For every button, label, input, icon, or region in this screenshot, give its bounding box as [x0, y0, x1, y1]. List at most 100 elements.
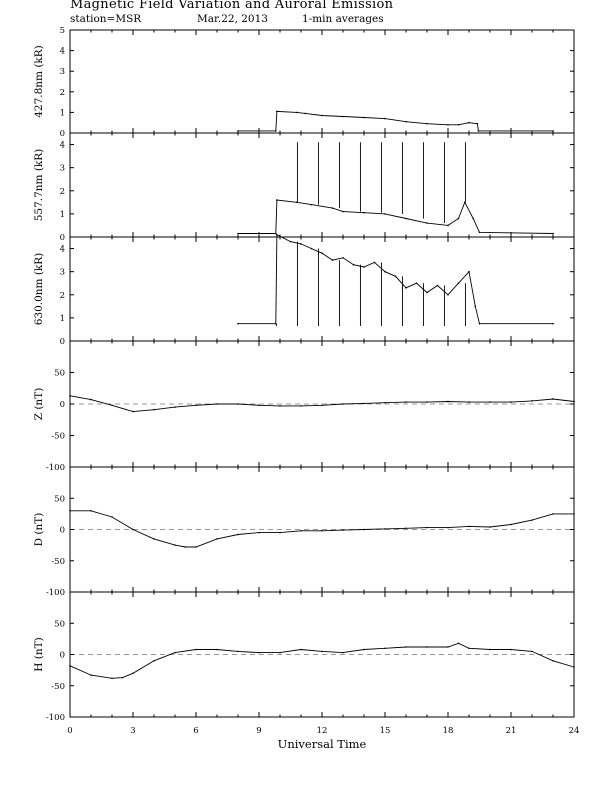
x-axis-label: Universal Time [278, 737, 367, 751]
y-tick-label: 4 [60, 245, 65, 255]
data-point [321, 252, 323, 254]
data-point [300, 529, 302, 532]
data-point [363, 648, 365, 651]
data-point [426, 526, 428, 529]
y-axis-label: Z (nT) [33, 388, 45, 421]
y-tick-label: 50 [54, 369, 65, 379]
panel-6 [69, 591, 575, 718]
data-point [405, 527, 407, 530]
data-point [352, 263, 355, 266]
y-tick-label: 4 [60, 47, 65, 57]
series-line [70, 510, 574, 548]
data-point [310, 247, 313, 250]
data-point [90, 509, 92, 512]
data-point [195, 648, 197, 651]
data-point [426, 401, 428, 403]
data-point [90, 398, 92, 401]
data-point [237, 322, 239, 325]
data-point [342, 529, 344, 531]
y-tick-label: -100 [46, 713, 65, 723]
data-point [216, 648, 218, 651]
data-point [447, 293, 449, 296]
y-tick-label: 3 [60, 67, 65, 77]
data-point [426, 222, 428, 224]
data-point [300, 405, 302, 407]
data-point [331, 207, 334, 209]
data-point [457, 123, 460, 126]
data-point [195, 404, 197, 407]
data-point [153, 538, 155, 540]
data-point [174, 544, 176, 546]
y-tick-label: 2 [60, 88, 65, 98]
y-tick-label: 50 [54, 494, 65, 504]
series-line [238, 110, 553, 132]
data-point [489, 648, 491, 651]
data-point [384, 213, 386, 215]
series-line [69, 642, 575, 679]
averaging-label: 1-min averages [302, 13, 384, 25]
data-point [426, 291, 428, 294]
panel-5 [69, 466, 575, 593]
data-point [174, 651, 176, 654]
data-point [552, 398, 554, 400]
data-point [321, 404, 323, 407]
data-point [69, 509, 71, 512]
data-point [69, 664, 71, 667]
data-point [384, 117, 386, 120]
data-point [384, 401, 386, 404]
data-point [69, 395, 71, 397]
x-tick-label: 24 [569, 726, 580, 736]
x-tick-label: 15 [380, 726, 391, 736]
data-point [342, 115, 344, 118]
data-point [153, 659, 155, 662]
y-axis-label: H (nT) [33, 637, 45, 671]
data-point [363, 266, 365, 268]
y-tick-label: 0 [60, 129, 65, 139]
data-point [363, 116, 365, 119]
data-point [447, 526, 449, 529]
data-point [426, 646, 428, 648]
data-point [573, 513, 575, 515]
data-point [289, 240, 292, 243]
data-point [331, 259, 334, 261]
y-tick-label: 3 [60, 164, 65, 174]
panel-3 [69, 233, 575, 342]
data-point [304, 112, 307, 115]
data-point [132, 410, 134, 413]
data-point [472, 217, 475, 220]
data-point [552, 232, 554, 235]
panel-1 [69, 29, 575, 134]
data-point [237, 650, 239, 653]
data-point [373, 261, 376, 264]
data-point [531, 650, 533, 653]
data-point [342, 257, 344, 259]
data-point [279, 651, 281, 654]
panel-2 [69, 132, 575, 238]
station-label: station=MSR [70, 13, 142, 25]
data-point [237, 533, 239, 536]
data-point [276, 233, 278, 236]
panel-frame [69, 29, 575, 134]
data-point [342, 403, 344, 405]
y-axis-label: 557.7nm (kR) [33, 149, 45, 222]
y-tick-label: -100 [46, 463, 65, 473]
data-point [363, 402, 365, 405]
data-point [342, 651, 344, 654]
data-point [405, 287, 407, 289]
data-point [489, 526, 491, 528]
data-point [321, 529, 323, 532]
y-tick-label: 0 [60, 337, 65, 347]
y-axis-label: 630.0nm (kR) [33, 253, 45, 326]
data-point [476, 122, 479, 125]
series-line [238, 233, 553, 325]
data-point [552, 130, 554, 132]
y-tick-label: 5 [60, 26, 65, 36]
y-tick-label: 50 [54, 619, 65, 629]
data-point [258, 651, 260, 654]
data-point [426, 122, 428, 125]
data-point [300, 648, 302, 651]
series-line [238, 199, 554, 234]
data-point [363, 211, 365, 214]
data-point [457, 282, 460, 285]
